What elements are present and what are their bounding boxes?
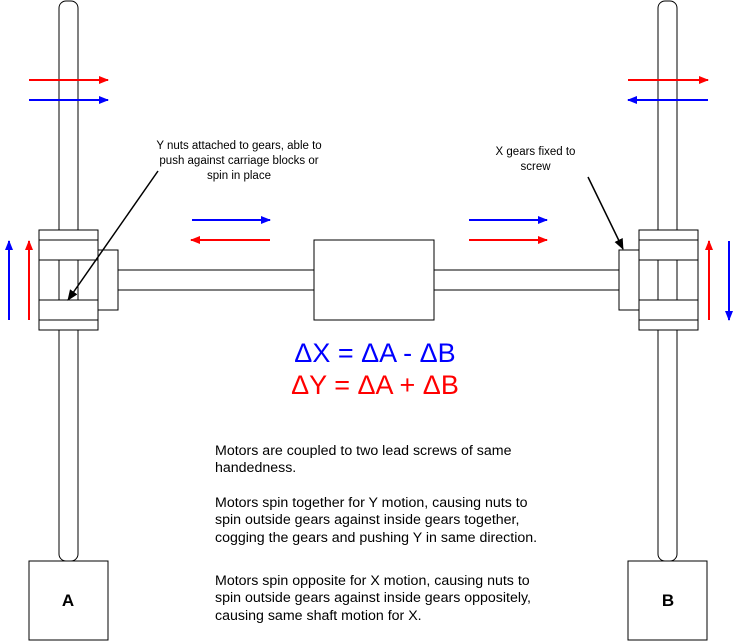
callout-pointer-x-gears [587,176,624,250]
description-paragraph-3: Motors spin opposite for X motion, causi… [215,573,531,624]
y-nuts-note-line: Y nuts attached to gears, able to [156,140,322,152]
x-gears-note: X gears fixed to screw [478,145,593,175]
y-nuts-note-line: spin in place [207,170,271,182]
motor-b-label: B [662,591,674,610]
y-nuts-note: Y nuts attached to gears, able to push a… [134,139,344,184]
description-paragraph-1: Motors are coupled to two lead screws of… [215,443,512,477]
y-nuts-note-line: push against carriage blocks or [159,155,319,167]
callout-pointer-y-nuts [67,170,159,301]
carriage [313,239,435,321]
x-gears-note-line: screw [520,161,551,173]
x-gears-note-line: X gears fixed to [495,146,576,158]
right-gear-assembly [618,229,699,331]
equation-dx: ΔX = ΔA - ΔB [294,338,456,368]
equation-dy: ΔY = ΔA + ΔB [291,370,459,400]
description-paragraph-2: Motors spin together for Y motion, causi… [215,495,538,546]
motor-a [28,560,109,641]
motor-b [627,560,708,641]
motor-a-label: A [62,591,74,610]
